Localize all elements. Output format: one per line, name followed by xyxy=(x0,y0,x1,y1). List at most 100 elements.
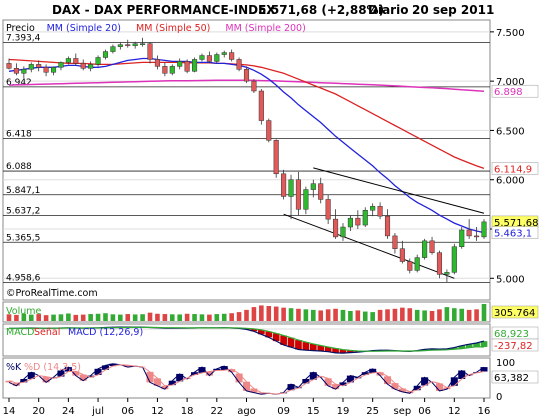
candle-body xyxy=(191,59,198,72)
candle-body xyxy=(28,64,34,70)
candle-body xyxy=(474,235,480,238)
macd-legend-item: MACD (12,26,9) xyxy=(68,327,143,338)
volume-bar xyxy=(288,308,294,321)
volume-bar xyxy=(377,309,383,321)
x-tick-label: 22 xyxy=(210,406,223,417)
volume-bar xyxy=(21,313,27,321)
volume-bar xyxy=(333,308,338,321)
candle-body xyxy=(340,226,346,238)
x-tick-label: 15 xyxy=(307,406,320,417)
x-tick-label: jul xyxy=(91,406,104,417)
date-label: 20 sep 2011 xyxy=(412,3,494,17)
volume-bar xyxy=(51,314,56,321)
reference-label: 5.847,1 xyxy=(6,186,40,196)
candle-body xyxy=(65,58,71,63)
value-tag-label: 6.898 xyxy=(494,87,523,98)
candle-body xyxy=(177,61,183,67)
candle-body xyxy=(43,67,49,73)
volume-bar xyxy=(43,315,49,321)
legend-item: MM (Simple 20) xyxy=(47,23,121,34)
volume-bar xyxy=(118,314,123,321)
candle-body xyxy=(355,217,361,226)
volume-bars: Volume 305.764 xyxy=(6,304,539,321)
candle-body xyxy=(258,90,264,121)
volume-bar xyxy=(392,308,398,321)
volume-bar xyxy=(355,310,361,321)
volume-bar xyxy=(362,311,368,321)
volume-bar xyxy=(214,314,220,321)
volume-bar xyxy=(244,309,249,321)
volume-bar xyxy=(414,309,420,321)
candle-body xyxy=(347,217,353,228)
candle-body xyxy=(429,240,435,253)
volume-bar xyxy=(199,314,205,321)
volume-bar xyxy=(452,308,457,321)
legend-item: MM (Simple 200) xyxy=(225,23,305,34)
candle-body xyxy=(362,210,368,226)
reference-label: 4.958,6 xyxy=(6,273,41,283)
period-label: Diario xyxy=(368,3,408,17)
reference-levels: 7.393,4 6.942 6.418 6.088 5.847,1 5.637,2 5.36… xyxy=(3,33,490,283)
volume-bar xyxy=(177,314,183,321)
volume-bar xyxy=(36,314,41,321)
candles xyxy=(6,37,487,283)
volume-bar xyxy=(422,310,427,321)
candle-body xyxy=(370,206,376,211)
volume-bar xyxy=(6,314,12,321)
candle-body xyxy=(436,252,443,275)
candle-body xyxy=(288,179,294,197)
stochastic-k-line xyxy=(8,363,485,395)
volume-bar xyxy=(370,312,375,321)
volume-bar xyxy=(459,308,465,321)
x-tick-label: 19 xyxy=(337,406,350,417)
volume-bar xyxy=(273,306,279,321)
volume-bar xyxy=(385,309,390,321)
x-tick-label: 12 xyxy=(448,406,461,417)
stochastic-lines: 0 100 %K %D (14,3,5) 63,382 xyxy=(5,358,539,403)
candle-body xyxy=(459,229,465,247)
candle-body xyxy=(422,240,428,258)
macd-legend-item: MACD xyxy=(6,327,34,338)
volume-bar xyxy=(266,306,272,321)
trend-channel xyxy=(283,167,485,279)
candle-body xyxy=(251,80,257,92)
legend-item: MM (Simple 50) xyxy=(136,23,210,34)
candle-body xyxy=(303,189,309,210)
x-tick-label: 18 xyxy=(181,406,194,417)
candle-body xyxy=(281,173,287,197)
volume-bar xyxy=(444,307,450,321)
volume-bar xyxy=(437,309,442,321)
volume-bar xyxy=(28,314,34,321)
candle-body xyxy=(73,58,79,64)
volume-bar xyxy=(251,307,257,321)
x-tick-label: 09 xyxy=(277,406,290,417)
candle-body xyxy=(414,257,420,271)
volume-bar xyxy=(73,314,79,321)
macd-lines: MACD Señal MACD (12,26,9) 68,923-237,82 xyxy=(3,326,539,354)
volume-bar xyxy=(103,313,108,321)
candle-body xyxy=(169,66,175,74)
reference-label: 6.942 xyxy=(6,78,32,88)
candle-body xyxy=(6,63,12,69)
candle-body xyxy=(58,62,64,68)
volume-bar xyxy=(310,309,316,321)
volume-bar xyxy=(325,309,331,321)
y-tick-label: 6.000 xyxy=(496,176,525,187)
candle-body xyxy=(295,179,302,210)
volume-bar xyxy=(318,310,324,321)
candle-body xyxy=(407,261,413,271)
candle-body xyxy=(125,44,131,46)
candle-body xyxy=(325,199,331,220)
candle-body xyxy=(318,183,324,200)
chart-title: DAX - DAX PERFORMANCE-INDEX xyxy=(52,3,276,17)
candle-body xyxy=(140,43,146,45)
volume-bar xyxy=(147,312,153,321)
value-tags: 6.898 6.114,9 5.571,685.463,1 xyxy=(491,84,539,240)
candle-body xyxy=(36,64,42,68)
volume-bar xyxy=(169,314,175,321)
candle-body xyxy=(451,246,457,273)
volume-bar xyxy=(407,308,413,321)
volume-bar xyxy=(155,313,160,321)
stochastic-legend-item: %K xyxy=(6,362,22,373)
x-tick-label: 14 xyxy=(3,406,16,417)
